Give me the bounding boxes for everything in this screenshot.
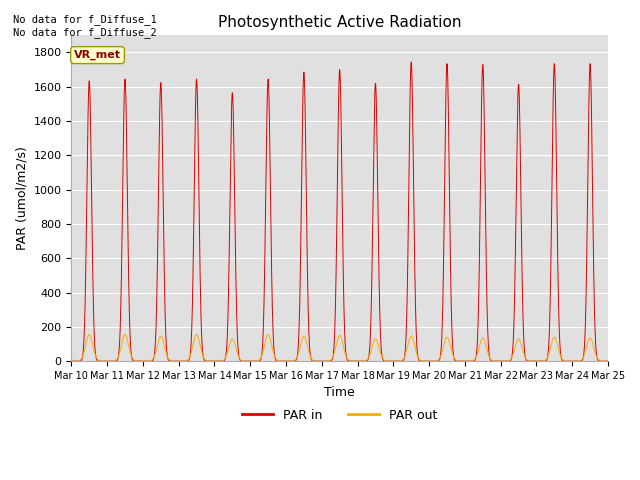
Title: Photosynthetic Active Radiation: Photosynthetic Active Radiation	[218, 15, 461, 30]
X-axis label: Time: Time	[324, 386, 355, 399]
Text: No data for f_Diffuse_1
No data for f_Diffuse_2: No data for f_Diffuse_1 No data for f_Di…	[13, 14, 157, 38]
Y-axis label: PAR (umol/m2/s): PAR (umol/m2/s)	[15, 146, 28, 250]
Legend: PAR in, PAR out: PAR in, PAR out	[237, 404, 442, 427]
Text: VR_met: VR_met	[74, 50, 121, 60]
